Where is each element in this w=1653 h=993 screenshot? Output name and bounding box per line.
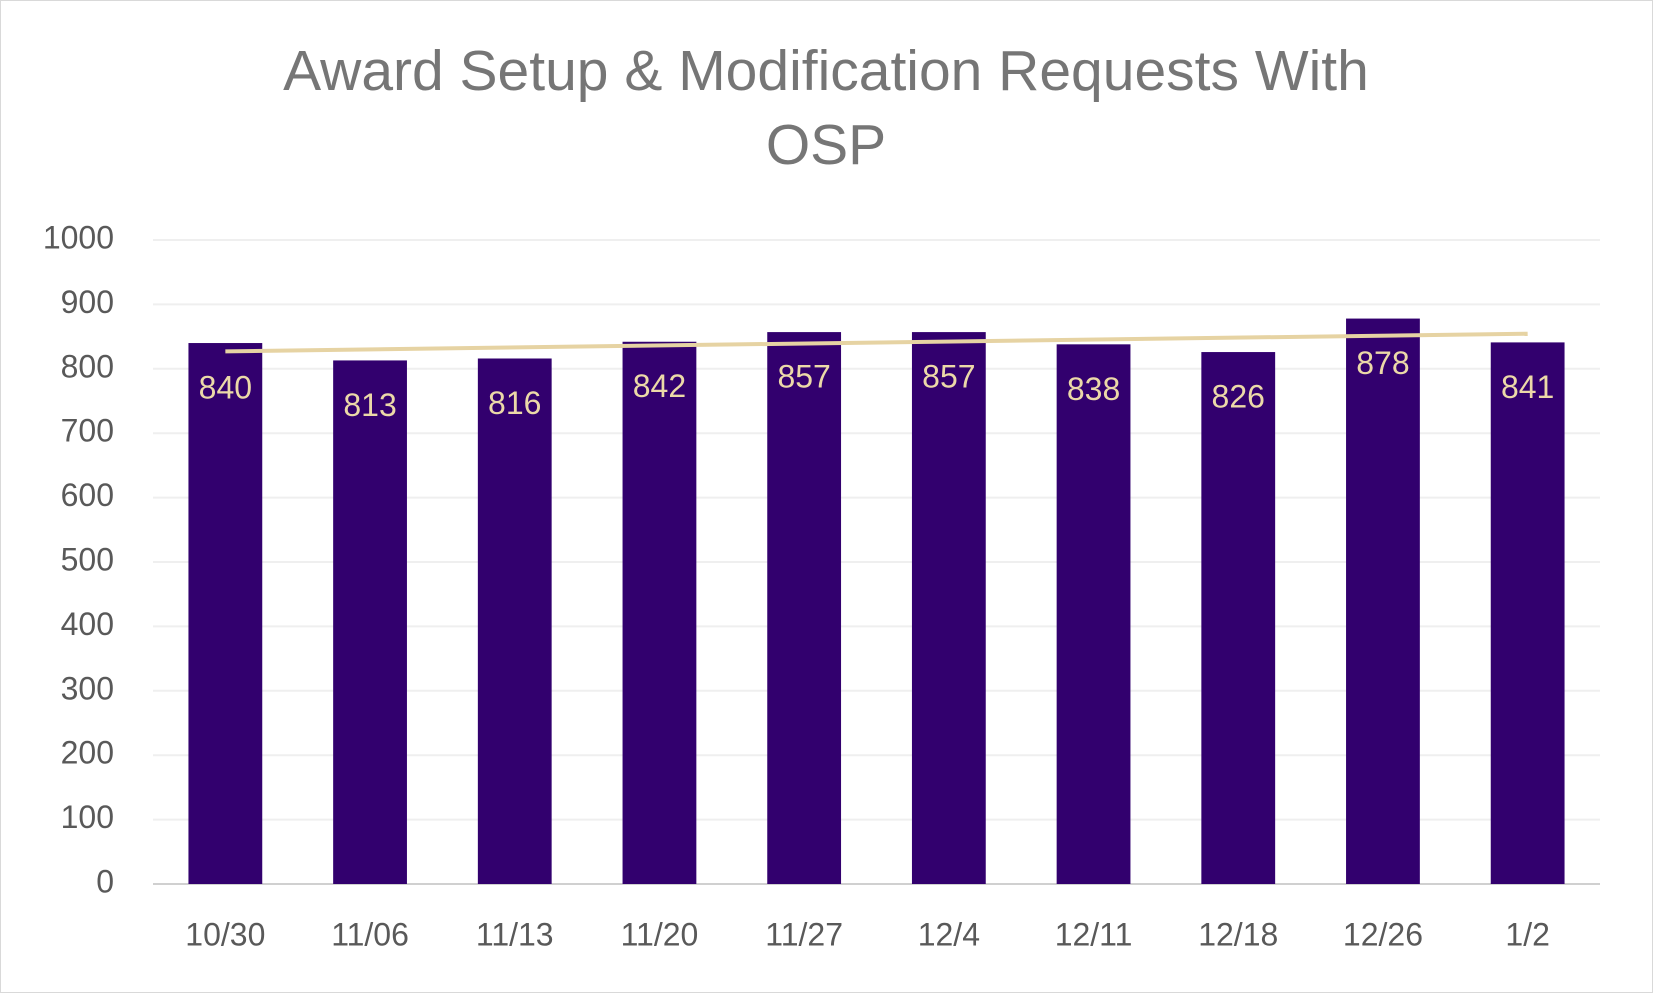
y-tick-label: 900: [61, 284, 114, 320]
x-tick-label: 12/4: [918, 916, 980, 952]
bar: [477, 358, 552, 885]
value-label: 816: [488, 385, 541, 421]
value-label: 826: [1212, 379, 1265, 415]
x-tick-label: 12/26: [1343, 916, 1423, 952]
y-tick-label: 300: [61, 670, 114, 706]
value-label: 857: [777, 359, 830, 395]
y-tick-label: 600: [61, 477, 114, 513]
y-tick-label: 100: [61, 799, 114, 835]
value-label: 838: [1067, 371, 1120, 407]
chart-title: Award Setup & Modification Requests With…: [283, 39, 1369, 177]
x-tick-label: 11/27: [765, 916, 843, 952]
bar: [1056, 344, 1131, 884]
y-tick-label: 500: [61, 541, 114, 577]
bar: [911, 332, 986, 884]
bar: [1490, 342, 1565, 884]
y-tick-label: 400: [61, 606, 114, 642]
x-tick-label: 1/2: [1505, 916, 1549, 952]
bar: [767, 332, 842, 884]
value-label: 842: [633, 368, 686, 404]
x-tick-label: 11/06: [331, 916, 409, 952]
x-tick-label: 12/11: [1055, 916, 1133, 952]
bar: [1201, 352, 1276, 884]
y-tick-label: 700: [61, 413, 114, 449]
x-tick-label: 11/20: [621, 916, 699, 952]
value-label: 857: [922, 359, 975, 395]
value-label: 813: [343, 387, 396, 423]
bar: [622, 341, 697, 884]
bar: [1346, 318, 1420, 884]
y-tick-label: 0: [96, 863, 114, 899]
value-label: 841: [1501, 369, 1554, 405]
x-tick-label: 10/30: [185, 916, 265, 952]
y-tick-label: 200: [61, 735, 114, 771]
x-tick-label: 11/13: [476, 916, 554, 952]
value-label: 840: [199, 369, 252, 405]
value-label: 878: [1356, 345, 1409, 381]
y-tick-label: 1000: [43, 219, 114, 255]
x-tick-label: 12/18: [1198, 916, 1278, 952]
trendline: [225, 331, 1528, 354]
bar: [188, 343, 263, 884]
y-tick-label: 800: [61, 348, 114, 384]
bar: [333, 360, 407, 885]
